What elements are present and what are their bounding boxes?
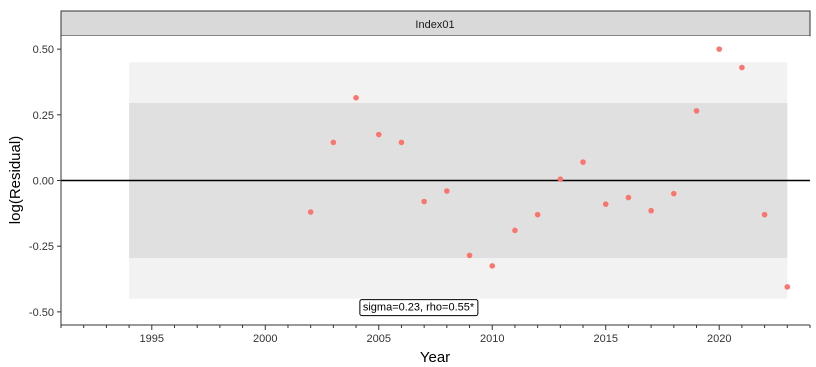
facet-strip-title: Index01 [415, 19, 454, 31]
data-point [398, 139, 405, 146]
data-point [375, 131, 382, 138]
stats-annotation-box [359, 299, 479, 317]
data-point [444, 188, 450, 194]
data-point [580, 159, 586, 165]
data-point [330, 139, 337, 146]
x-tick-label: 2020 [707, 333, 731, 345]
data-point [671, 190, 677, 197]
data-point [512, 227, 518, 234]
stats-annotation: sigma=0.23, rho=0.55* [359, 299, 479, 317]
x-tick-label: 2005 [367, 333, 391, 345]
data-point [739, 64, 745, 71]
data-point [625, 194, 632, 201]
stats-annotation-text: sigma=0.23, rho=0.55* [363, 302, 475, 314]
facet-strip: Index01 [60, 10, 811, 37]
data-point [602, 201, 609, 207]
data-point [307, 209, 314, 215]
x-axis-ticks: 1995 2000 2005 2010 2015 2020 [60, 325, 811, 345]
y-tick-label: 0.50 [33, 44, 54, 56]
data-point [489, 263, 496, 269]
data-point [648, 207, 654, 214]
data-points [307, 46, 791, 290]
y-axis-ticks: -0.50 -0.25 0.00 0.25 0.50 [29, 44, 61, 319]
data-point [557, 176, 564, 182]
data-point [693, 108, 700, 114]
y-tick-label: -0.50 [29, 307, 54, 319]
data-point [534, 211, 541, 218]
facet-strip-background [60, 10, 811, 37]
data-point [761, 211, 768, 218]
y-axis-title: log(Residual) [7, 136, 24, 224]
axes: -0.50 -0.25 0.00 0.25 0.50 1995 2000 2005 2010 2… [7, 36, 811, 366]
y-tick-label: 0.00 [33, 176, 54, 188]
plot-area: sigma=0.23, rho=0.55* [61, 36, 810, 325]
x-tick-label: 2010 [480, 333, 504, 345]
data-point [716, 46, 723, 52]
x-tick-label: 2000 [253, 333, 277, 345]
y-tick-label: 0.25 [33, 110, 54, 122]
data-point [353, 94, 359, 101]
data-point [784, 284, 791, 290]
data-point [421, 198, 427, 205]
x-tick-label: 2015 [593, 333, 617, 345]
y-tick-label: -0.25 [29, 241, 54, 253]
data-point [466, 252, 473, 259]
x-tick-label: 1995 [140, 333, 164, 345]
x-axis-title: Year [420, 349, 450, 366]
